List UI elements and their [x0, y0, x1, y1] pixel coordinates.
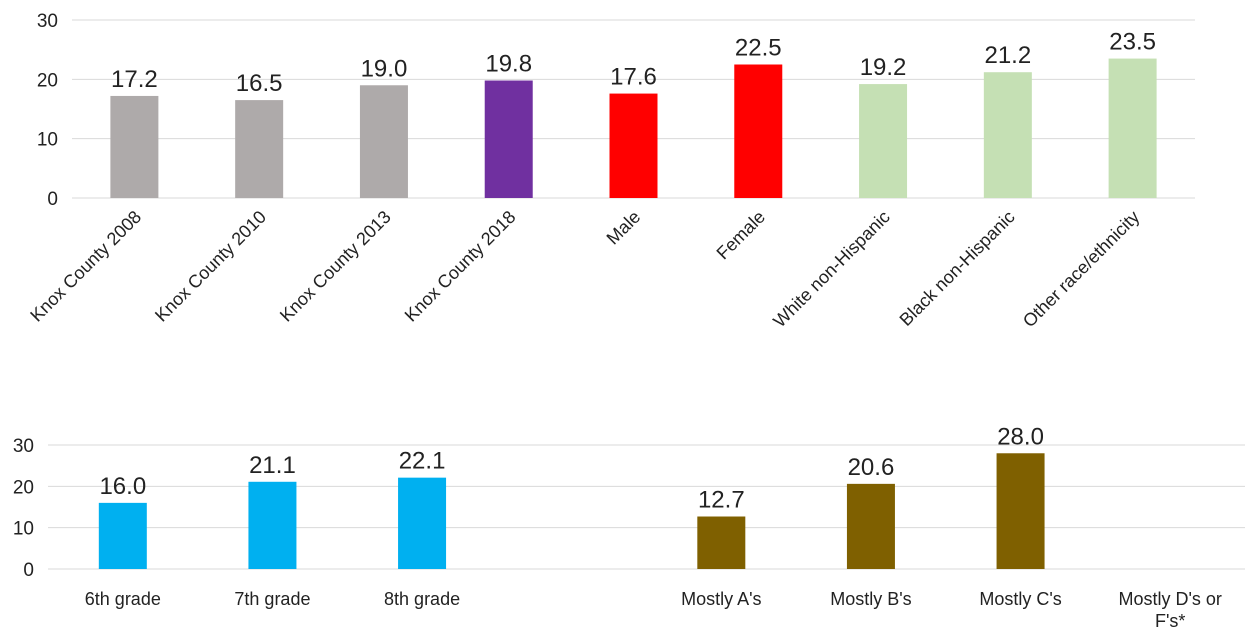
bar: [983, 72, 1032, 198]
data-label: 21.1: [249, 452, 296, 479]
data-label: 22.5: [735, 35, 782, 62]
x-tick-label: 8th grade: [384, 589, 460, 609]
data-label: 12.7: [698, 487, 745, 514]
data-label: 21.2: [984, 42, 1031, 69]
x-tick-label: Mostly C's: [979, 589, 1061, 609]
data-label: 17.6: [610, 64, 657, 91]
y-tick-label: 10: [13, 519, 34, 540]
x-tick-label: Knox County 2018: [401, 207, 520, 326]
bar: [398, 477, 447, 569]
data-label: 16.5: [236, 70, 283, 97]
bar: [609, 93, 658, 198]
x-tick-label: Mostly D's or F's*: [1118, 589, 1221, 631]
bar: [359, 85, 408, 198]
x-tick-label: Knox County 2013: [276, 207, 395, 326]
y-tick-label: 0: [23, 560, 34, 581]
chart-bottom: 0 10 20 30 16.0 6th grade 21.1 7th grade 22.1 8th…: [13, 423, 1245, 631]
x-tick-label: Knox County 2008: [26, 207, 145, 326]
data-label: 17.2: [111, 66, 158, 93]
data-label: 19.8: [485, 51, 532, 78]
chart-top: 0 10 20 30 17.2 Knox County 2008 16.5 Knox Coun…: [26, 11, 1195, 331]
x-tick-label: Black non-Hispanic: [896, 207, 1019, 330]
bar: [1108, 58, 1157, 198]
bar: [996, 453, 1045, 569]
x-tick-label: Mostly B's: [830, 589, 911, 609]
data-label: 19.0: [361, 55, 408, 82]
bar: [734, 64, 783, 198]
bar: [484, 80, 533, 198]
x-tick-label: 7th grade: [234, 589, 310, 609]
x-tick-label: Mostly A's: [681, 589, 761, 609]
data-label: 20.6: [848, 454, 895, 481]
y-tick-label: 30: [13, 436, 34, 457]
y-tick-label: 30: [37, 11, 58, 32]
y-tick-label: 0: [47, 189, 58, 210]
y-tick-label: 10: [37, 130, 58, 151]
data-label: 16.0: [99, 473, 146, 500]
data-label: 23.5: [1109, 29, 1156, 56]
bar: [110, 95, 159, 198]
data-label: 19.2: [860, 54, 907, 81]
x-tick-label: 6th grade: [85, 589, 161, 609]
data-label: 28.0: [997, 423, 1044, 450]
y-tick-label: 20: [13, 477, 34, 498]
bar: [235, 100, 284, 198]
x-tick-label: Female: [713, 207, 770, 264]
bar: [248, 481, 297, 569]
data-label: 22.1: [399, 448, 446, 475]
bar: [98, 502, 147, 569]
x-tick-label: Knox County 2010: [151, 207, 270, 326]
bar: [846, 483, 895, 569]
x-tick-label: White non-Hispanic: [769, 207, 894, 332]
x-tick-label: Male: [603, 207, 645, 249]
bar: [697, 516, 746, 569]
x-tick-label: Other race/ethnicity: [1019, 207, 1144, 332]
bar: [859, 84, 908, 198]
y-tick-label: 20: [37, 70, 58, 91]
